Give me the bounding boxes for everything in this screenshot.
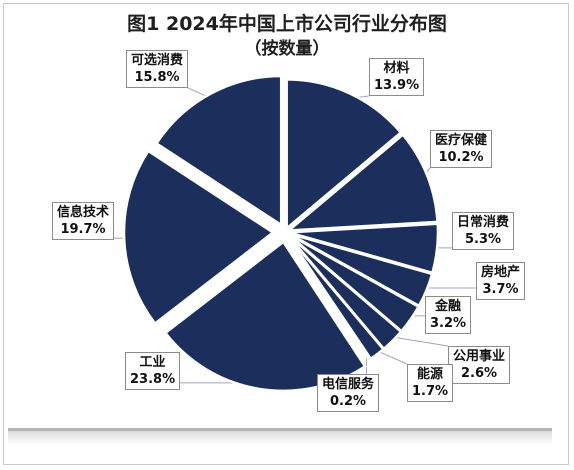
slice-label-6: 公用事业 2.6%	[448, 346, 511, 384]
pie-slice-11	[154, 74, 283, 228]
slice-value-label: 10.2%	[438, 150, 484, 165]
slice-label-11: 可选消费 15.8%	[126, 50, 189, 88]
slice-label-10: 信息技术 19.7%	[52, 202, 115, 240]
slice-category-label: 能源	[417, 367, 444, 382]
slice-label-1: 材料 13.9%	[369, 58, 425, 96]
chart-title: 图1 2024年中国上市公司行业分布图	[127, 13, 447, 35]
footer-divider	[8, 428, 552, 431]
slice-category-label: 日常消费	[457, 215, 510, 230]
slice-value-label: 3.7%	[482, 282, 519, 297]
footer-shadow	[8, 431, 552, 445]
slice-category-label: 房地产	[481, 265, 521, 280]
slice-category-label: 电信服务	[322, 377, 375, 392]
chart-subtitle: （按数量）	[244, 39, 330, 59]
leader-line-6	[388, 335, 449, 347]
slice-category-label: 医疗保健	[435, 133, 488, 148]
slice-value-label: 0.2%	[329, 394, 367, 409]
pie-slice-2	[285, 132, 439, 232]
slice-label-2: 医疗保健 10.2%	[430, 130, 493, 168]
slice-value-label: 5.3%	[464, 232, 502, 247]
slice-label-4: 房地产 3.7%	[476, 262, 526, 300]
slice-category-label: 金融	[435, 299, 462, 314]
pie-slices	[122, 74, 440, 393]
pie-slice-1	[285, 78, 403, 232]
slice-value-label: 13.9%	[374, 78, 420, 93]
slice-value-label: 1.7%	[412, 384, 449, 399]
slice-value-label: 19.7%	[60, 222, 106, 237]
pie-slice-8	[286, 234, 373, 362]
slice-label-7: 能源 1.7%	[407, 364, 454, 402]
slice-label-8: 电信服务 0.2%	[317, 374, 380, 412]
slice-value-label: 2.6%	[460, 366, 498, 381]
slice-category-label: 材料	[383, 61, 410, 76]
slice-value-label: 15.8%	[134, 70, 180, 85]
slice-value-label: 23.8%	[130, 372, 176, 387]
slice-category-label: 工业	[139, 355, 166, 370]
slice-label-5: 金融 3.2%	[425, 296, 472, 334]
slice-label-3: 日常消费 5.3%	[452, 212, 515, 250]
pie-slice-10	[122, 149, 276, 326]
slice-label-9: 工业 23.8%	[125, 352, 181, 390]
slice-value-label: 3.2%	[430, 316, 467, 331]
slice-category-label: 公用事业	[453, 349, 506, 364]
slice-category-label: 信息技术	[57, 205, 110, 220]
slice-category-label: 可选消费	[131, 53, 184, 68]
